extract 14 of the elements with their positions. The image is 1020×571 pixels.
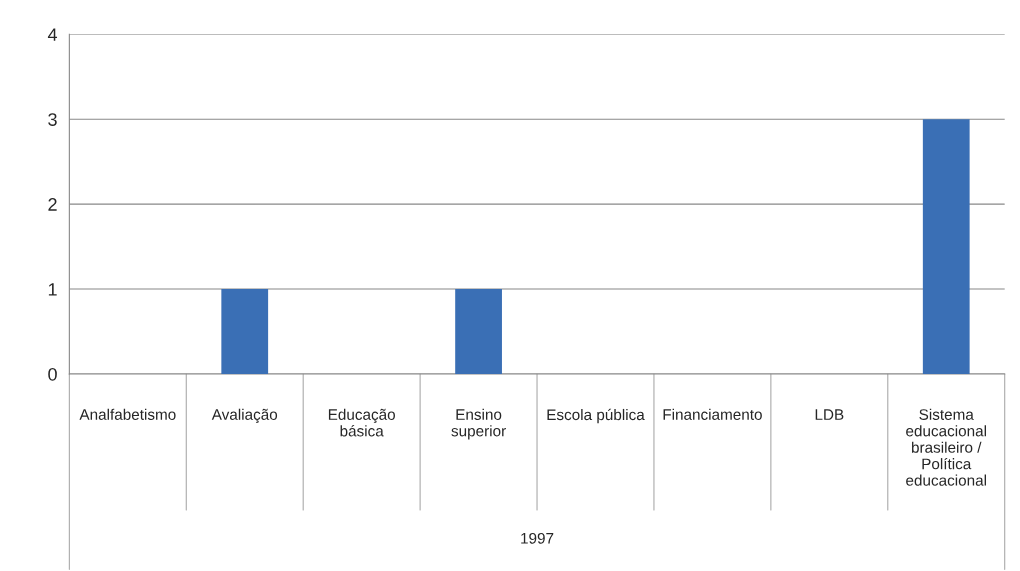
y-tick-label: 0 bbox=[48, 367, 57, 381]
y-tick-label: 4 bbox=[47, 28, 58, 41]
x-tick-label: Avaliação bbox=[211, 408, 278, 424]
y-tick-label: 2 bbox=[48, 198, 57, 211]
x-tick-label: Ensino superior bbox=[451, 408, 506, 440]
x-tick-label: Educação básica bbox=[328, 408, 395, 437]
y-tick-label: 1 bbox=[48, 283, 57, 296]
x-tick-label: Financiamento bbox=[663, 408, 762, 420]
x-tick-label: Escola pública bbox=[547, 408, 645, 424]
x-tick-label: Analfabetismo bbox=[79, 408, 176, 420]
x-tick-label: LDB bbox=[815, 409, 844, 420]
x-tick-label: Sistema educacional brasileiro / Política educacional bbox=[906, 408, 986, 486]
y-tick-label: 3 bbox=[48, 113, 57, 126]
text: 1997 bbox=[521, 532, 554, 544]
